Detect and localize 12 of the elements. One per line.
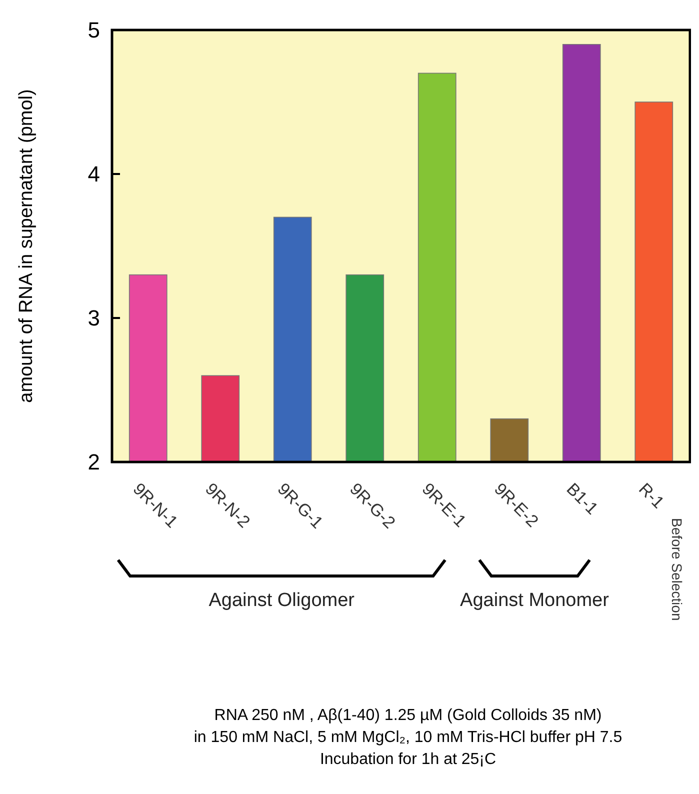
text: Against Monomer — [460, 590, 610, 611]
text: Before Selection — [668, 518, 685, 621]
y-tick-label: 5 — [88, 18, 100, 43]
y-tick-label: 4 — [88, 162, 100, 187]
y-tick-label: 2 — [88, 450, 100, 475]
y-tick-label: 3 — [88, 306, 100, 331]
text: Against Oligomer — [208, 590, 356, 611]
text: in 150 mM NaCl, 5 mM MgCl₂, 10 mM Tris-HCl buffer pH 7.5 — [194, 729, 622, 746]
text: Incubation for 1h at 25¡C — [320, 751, 496, 768]
y-axis-title: amount of RNA in supernatant (pmol) — [16, 89, 37, 403]
text: RNA 250 nM , Aβ(1-40) 1.25 µM (Gold Colloids 35 nM) — [214, 707, 602, 724]
x-tick-label: R-1 — [635, 479, 668, 512]
